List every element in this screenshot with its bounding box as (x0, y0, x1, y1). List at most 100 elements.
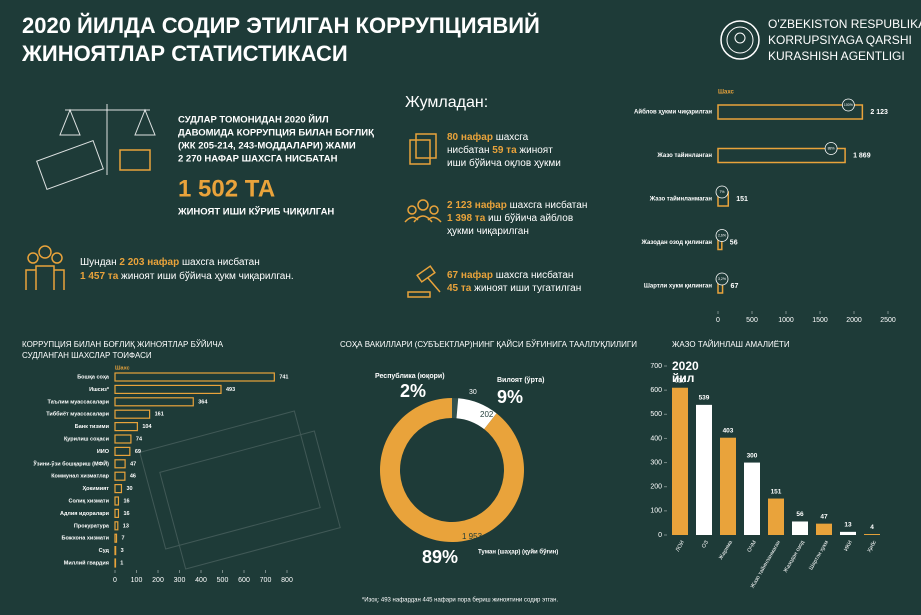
x-tick-label: 300 (174, 577, 186, 584)
value-label: 67 (731, 283, 739, 290)
x-tick-label: 700 (260, 577, 272, 584)
value-label: 3 (121, 548, 124, 554)
text-segment: жиноят иши бўйича ҳукм чиқарилган. (118, 270, 293, 282)
agency-name: KORRUPSIYAGA QARSHI (768, 33, 912, 47)
y-tick-label: Прокуратура (74, 523, 110, 529)
text-segment: нисбатан (447, 144, 492, 156)
y-tick-label: Жазо тайинланмаган (649, 196, 713, 203)
y-tick-label: 400 (650, 435, 662, 442)
bar (744, 462, 760, 535)
value-label: 16 (123, 498, 129, 504)
value-label: 30 (126, 486, 132, 492)
value-label: 13 (844, 522, 852, 529)
text-segment: шахсга нисбатан (493, 269, 574, 281)
text-segment: 1 398 та (447, 213, 486, 224)
value-label: 539 (699, 395, 710, 402)
group-icon (404, 199, 442, 223)
y-tick-label: Бошқа соҳа (77, 374, 110, 380)
donut-slice (456, 398, 497, 430)
x-tick-label: 800 (281, 577, 293, 584)
x-tick-label: 500 (217, 577, 229, 584)
y-tick-label: Айблов ҳукми чиқарилган (634, 109, 712, 116)
x-tick-label: 2000 (846, 317, 862, 324)
value-label: 1 869 (853, 152, 871, 159)
bar (114, 545, 117, 556)
bar (114, 508, 120, 518)
value-label: 56 (730, 239, 738, 246)
bar (114, 372, 275, 382)
value-label: 1 (120, 560, 123, 566)
y-tick-label: 500 (650, 411, 662, 418)
y-tick-label: 100 (650, 508, 662, 515)
value-label: 161 (155, 412, 164, 418)
value-label: 104 (142, 424, 152, 430)
y-tick-label: 200 (650, 484, 662, 491)
document-icon (409, 133, 437, 165)
slice-percent: 9% (497, 387, 523, 407)
x-tick-label: 2500 (880, 317, 896, 324)
bar (114, 533, 118, 543)
bar (816, 523, 832, 535)
value-label: 7 (122, 536, 125, 542)
share-bubble (715, 185, 729, 199)
value-label: 403 (723, 427, 734, 434)
value-label: 16 (123, 511, 129, 517)
slice-value: 30 (469, 389, 477, 396)
value-label: 46 (130, 474, 136, 480)
x-tick-label: 600 (238, 577, 250, 584)
y-tick-label: ИИО (97, 449, 110, 455)
unit-label: Шахс (115, 365, 130, 371)
value-label: 364 (198, 399, 208, 405)
bar (672, 387, 688, 535)
verdict-line: Шундан 2 203 нафар шахсга нисбатан (80, 256, 260, 268)
chart-title: КОРРУПЦИЯ БИЛАН БОҒЛИҚ ЖИНОЯТЛАР БЎЙИЧА (22, 340, 224, 349)
y-tick-label: Жазо тайинланган (656, 152, 712, 159)
chart-inner-label: 2020 (672, 359, 699, 373)
value-label: 151 (771, 488, 782, 495)
share-bubble (841, 98, 855, 112)
among-line: 1 398 та иш бўйича айблов (447, 212, 573, 224)
value-label: 74 (136, 436, 143, 442)
value-label: 47 (130, 461, 136, 467)
bar (114, 422, 138, 432)
y-tick-label: Солиқ хизмати (68, 498, 109, 504)
y-tick-label: Ўзини-ўзи бошқариш (МФЙ) (32, 459, 109, 467)
summary-caption: ЖИНОЯТ ИШИ КЎРИБ ЧИҚИЛГАН (177, 206, 334, 218)
text-segment: 1 457 та (80, 271, 119, 282)
y-tick-label: Қурилиш соҳаси (64, 436, 109, 442)
summary-line: 2 270 НАФАР ШАХСГА НИСБАТАН (178, 154, 338, 165)
among-line: нисбатан 59 та жиноят (447, 144, 553, 156)
text-segment: 67 нафар (447, 269, 493, 281)
slice-value: 202 (480, 410, 494, 419)
y-tick-label: Адлия идоралари (60, 511, 109, 517)
y-tick-label: Ишсиз* (89, 387, 110, 393)
value-label: 151 (736, 196, 748, 203)
share-bubble (715, 272, 729, 286)
bar (717, 147, 846, 164)
value-label: 69 (135, 449, 141, 455)
value-label: 13 (123, 523, 129, 529)
bar (720, 437, 736, 535)
bar (696, 404, 712, 535)
share-label: 88% (828, 146, 835, 150)
bar (114, 446, 131, 456)
value-label: 4 (870, 524, 874, 531)
x-tick-label: 0 (716, 317, 720, 324)
gavel-icon (407, 265, 441, 298)
slice-label: Вилоят (ўрта) (497, 376, 544, 384)
text-segment: ҳукми чиқарилган (447, 226, 529, 237)
value-label: 493 (226, 387, 235, 393)
among-line: ҳукми чиқарилган (447, 226, 529, 237)
x-tick-label: 0 (113, 577, 117, 584)
x-tick-label: ЛОИ (675, 540, 686, 553)
summary-line: СУДЛАР ТОМОНИДАН 2020 ЙИЛ (178, 114, 329, 126)
x-tick-label: 400 (195, 577, 207, 584)
summary-number: 1 502 ТА (178, 175, 275, 202)
chart-title: ЖАЗО ТАЙИНЛАШ АМАЛИЁТИ (672, 340, 790, 349)
value-label: 741 (279, 374, 288, 380)
chart-inner-label: йил (672, 371, 694, 385)
text-segment: 2 203 нафар (119, 256, 179, 268)
y-tick-label: Банк тизими (75, 424, 109, 430)
among-line: 2 123 нафар шахсга нисбатан (447, 199, 587, 211)
